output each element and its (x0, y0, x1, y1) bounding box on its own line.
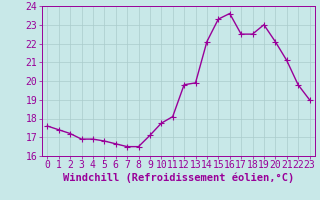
X-axis label: Windchill (Refroidissement éolien,°C): Windchill (Refroidissement éolien,°C) (63, 173, 294, 183)
